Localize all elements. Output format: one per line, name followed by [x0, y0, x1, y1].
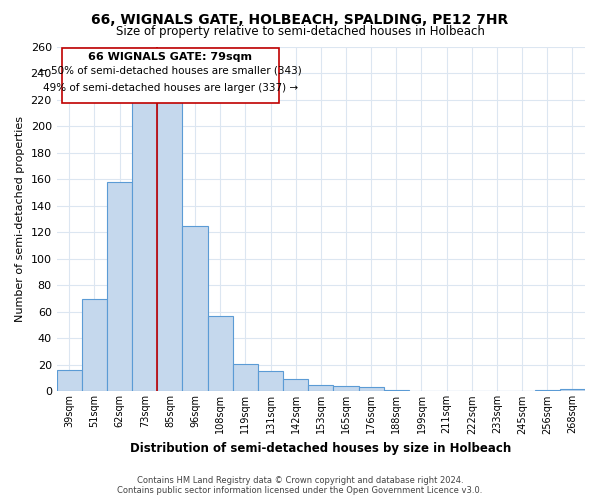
Bar	[258, 372, 283, 392]
Bar	[157, 101, 182, 392]
Bar	[560, 388, 585, 392]
Bar	[56, 370, 82, 392]
Bar	[334, 386, 359, 392]
Bar	[283, 380, 308, 392]
Text: Size of property relative to semi-detached houses in Holbeach: Size of property relative to semi-detach…	[116, 25, 484, 38]
Bar	[82, 298, 107, 392]
Bar	[384, 390, 409, 392]
Y-axis label: Number of semi-detached properties: Number of semi-detached properties	[15, 116, 25, 322]
Text: 49% of semi-detached houses are larger (337) →: 49% of semi-detached houses are larger (…	[43, 82, 298, 92]
Bar	[233, 364, 258, 392]
Bar	[132, 101, 157, 392]
FancyBboxPatch shape	[62, 48, 278, 104]
Bar	[359, 388, 384, 392]
Text: Contains HM Land Registry data © Crown copyright and database right 2024.
Contai: Contains HM Land Registry data © Crown c…	[118, 476, 482, 495]
Text: ← 50% of semi-detached houses are smaller (343): ← 50% of semi-detached houses are smalle…	[39, 66, 302, 76]
Text: 66 WIGNALS GATE: 79sqm: 66 WIGNALS GATE: 79sqm	[88, 52, 252, 62]
Bar	[182, 226, 208, 392]
Text: 66, WIGNALS GATE, HOLBEACH, SPALDING, PE12 7HR: 66, WIGNALS GATE, HOLBEACH, SPALDING, PE…	[91, 12, 509, 26]
X-axis label: Distribution of semi-detached houses by size in Holbeach: Distribution of semi-detached houses by …	[130, 442, 511, 455]
Bar	[107, 182, 132, 392]
Bar	[208, 316, 233, 392]
Bar	[535, 390, 560, 392]
Bar	[308, 385, 334, 392]
